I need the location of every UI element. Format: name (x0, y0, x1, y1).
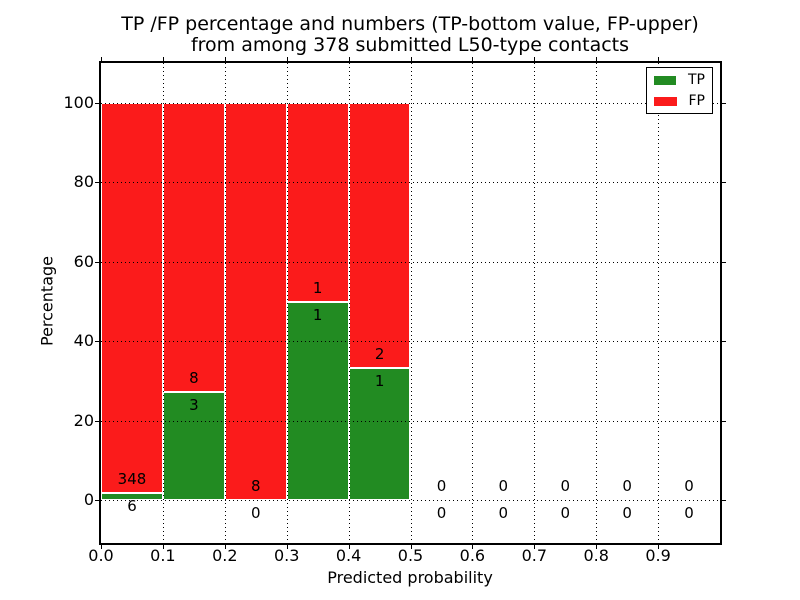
tp-count-label: 3 (189, 395, 199, 414)
gridline-x (596, 63, 598, 543)
bar-segment-fp (224, 103, 287, 500)
x-tick-label: 0.0 (88, 546, 114, 565)
x-tick-label: 0.4 (335, 546, 362, 565)
x-tick (410, 545, 412, 549)
x-tick-top (472, 57, 474, 61)
tp-count-label: 0 (498, 504, 509, 522)
plot-area: 348 6 8 3 8 0 1 1 2 1 0 0 0 0 0 0 0 0 0 0 (95, 57, 726, 549)
bar-segment-tp (162, 391, 225, 500)
x-tick (286, 545, 288, 549)
x-tick-top (348, 57, 350, 61)
y-tick-label: 40 (73, 331, 94, 351)
fp-count-label: 0 (498, 477, 509, 495)
x-tick-label: 0.6 (459, 546, 486, 565)
x-tick (472, 545, 474, 549)
y-tick-label: 80 (73, 172, 94, 192)
y-tick-right (722, 261, 726, 263)
x-tick-top (224, 57, 226, 61)
x-tick-top (658, 57, 660, 61)
x-tick-label: 0.3 (273, 546, 300, 565)
tp-count-label: 1 (312, 305, 323, 324)
gridline-x (658, 63, 660, 543)
x-tick-label: 0.8 (583, 546, 609, 565)
y-tick (95, 341, 99, 343)
y-tick-right (722, 103, 726, 104)
y-tick (95, 420, 99, 422)
y-tick-right (722, 420, 726, 422)
tp-count-label: 0 (622, 504, 632, 522)
fp-count-label: 348 (117, 470, 147, 489)
legend: TP FP (646, 67, 713, 114)
x-tick-label: 0.7 (521, 546, 548, 565)
fp-count-label: 8 (251, 477, 261, 495)
y-tick-label: 0 (83, 490, 94, 509)
bar-segment-tp (101, 493, 163, 500)
x-tick-top (286, 57, 288, 61)
fp-count-label: 1 (312, 278, 323, 297)
chart-title-line2: from among 378 submitted L50-type contac… (190, 34, 630, 56)
bar-segment-tp (286, 301, 349, 500)
legend-item-fp: FP (654, 94, 705, 108)
y-tick-label: 100 (63, 93, 94, 112)
fp-count-label: 0 (622, 477, 632, 495)
gridline-x (534, 63, 536, 543)
tp-count-label: 6 (127, 497, 137, 516)
fp-color-swatch (654, 96, 677, 106)
gridline-x (286, 63, 288, 543)
bar-segment-fp (162, 103, 225, 392)
tp-color-swatch (654, 75, 676, 85)
tp-count-label: 0 (684, 504, 694, 522)
legend-label-fp: FP (688, 93, 706, 109)
tp-count-label: 0 (436, 504, 447, 522)
fp-count-label: 0 (560, 477, 571, 495)
y-tick-label: 60 (73, 251, 94, 271)
bar-segment-fp (286, 103, 349, 302)
y-tick (95, 261, 99, 263)
x-tick-top (410, 57, 412, 61)
fp-count-label: 8 (189, 368, 199, 387)
tp-count-label: 1 (374, 371, 385, 390)
y-tick (95, 182, 99, 184)
x-tick (162, 545, 164, 549)
x-tick-top (596, 57, 598, 61)
tp-count-label: 0 (560, 504, 571, 522)
x-tick-label: 0.9 (645, 546, 671, 565)
x-tick (534, 545, 536, 549)
gridline-x (224, 63, 226, 543)
bar-segment-fp (348, 103, 411, 368)
x-tick (348, 545, 350, 549)
x-tick (224, 545, 226, 549)
x-axis-label: Predicted probability (327, 568, 493, 587)
x-tick (596, 545, 598, 549)
y-tick (95, 103, 99, 104)
fp-count-label: 0 (436, 477, 447, 495)
y-tick-label: 20 (73, 410, 94, 430)
x-tick (101, 545, 102, 549)
legend-item-tp: TP (654, 73, 705, 87)
x-tick-top (101, 57, 102, 61)
gridline-x (348, 63, 350, 543)
x-tick-top (162, 57, 164, 61)
legend-label-tp: TP (688, 72, 705, 88)
x-tick-top (534, 57, 536, 61)
y-tick (95, 500, 99, 501)
gridline-x (410, 63, 412, 543)
bar-segment-fp (101, 103, 163, 494)
x-tick-label: 0.5 (397, 546, 424, 565)
y-tick-right (722, 182, 726, 184)
chart-title: TP /FP percentage and numbers (TP-bottom… (100, 14, 720, 56)
fp-count-label: 0 (684, 477, 694, 495)
x-tick-label: 0.2 (212, 546, 238, 565)
gridline-x (162, 63, 164, 543)
tp-count-label: 0 (251, 504, 261, 522)
gridline-x (472, 63, 474, 543)
chart-title-line1: TP /FP percentage and numbers (TP-bottom… (121, 13, 699, 35)
x-tick (658, 545, 660, 549)
y-tick-right (722, 341, 726, 343)
fp-count-label: 2 (374, 344, 385, 363)
y-tick-right (722, 500, 726, 501)
x-tick-label: 0.1 (150, 546, 176, 565)
